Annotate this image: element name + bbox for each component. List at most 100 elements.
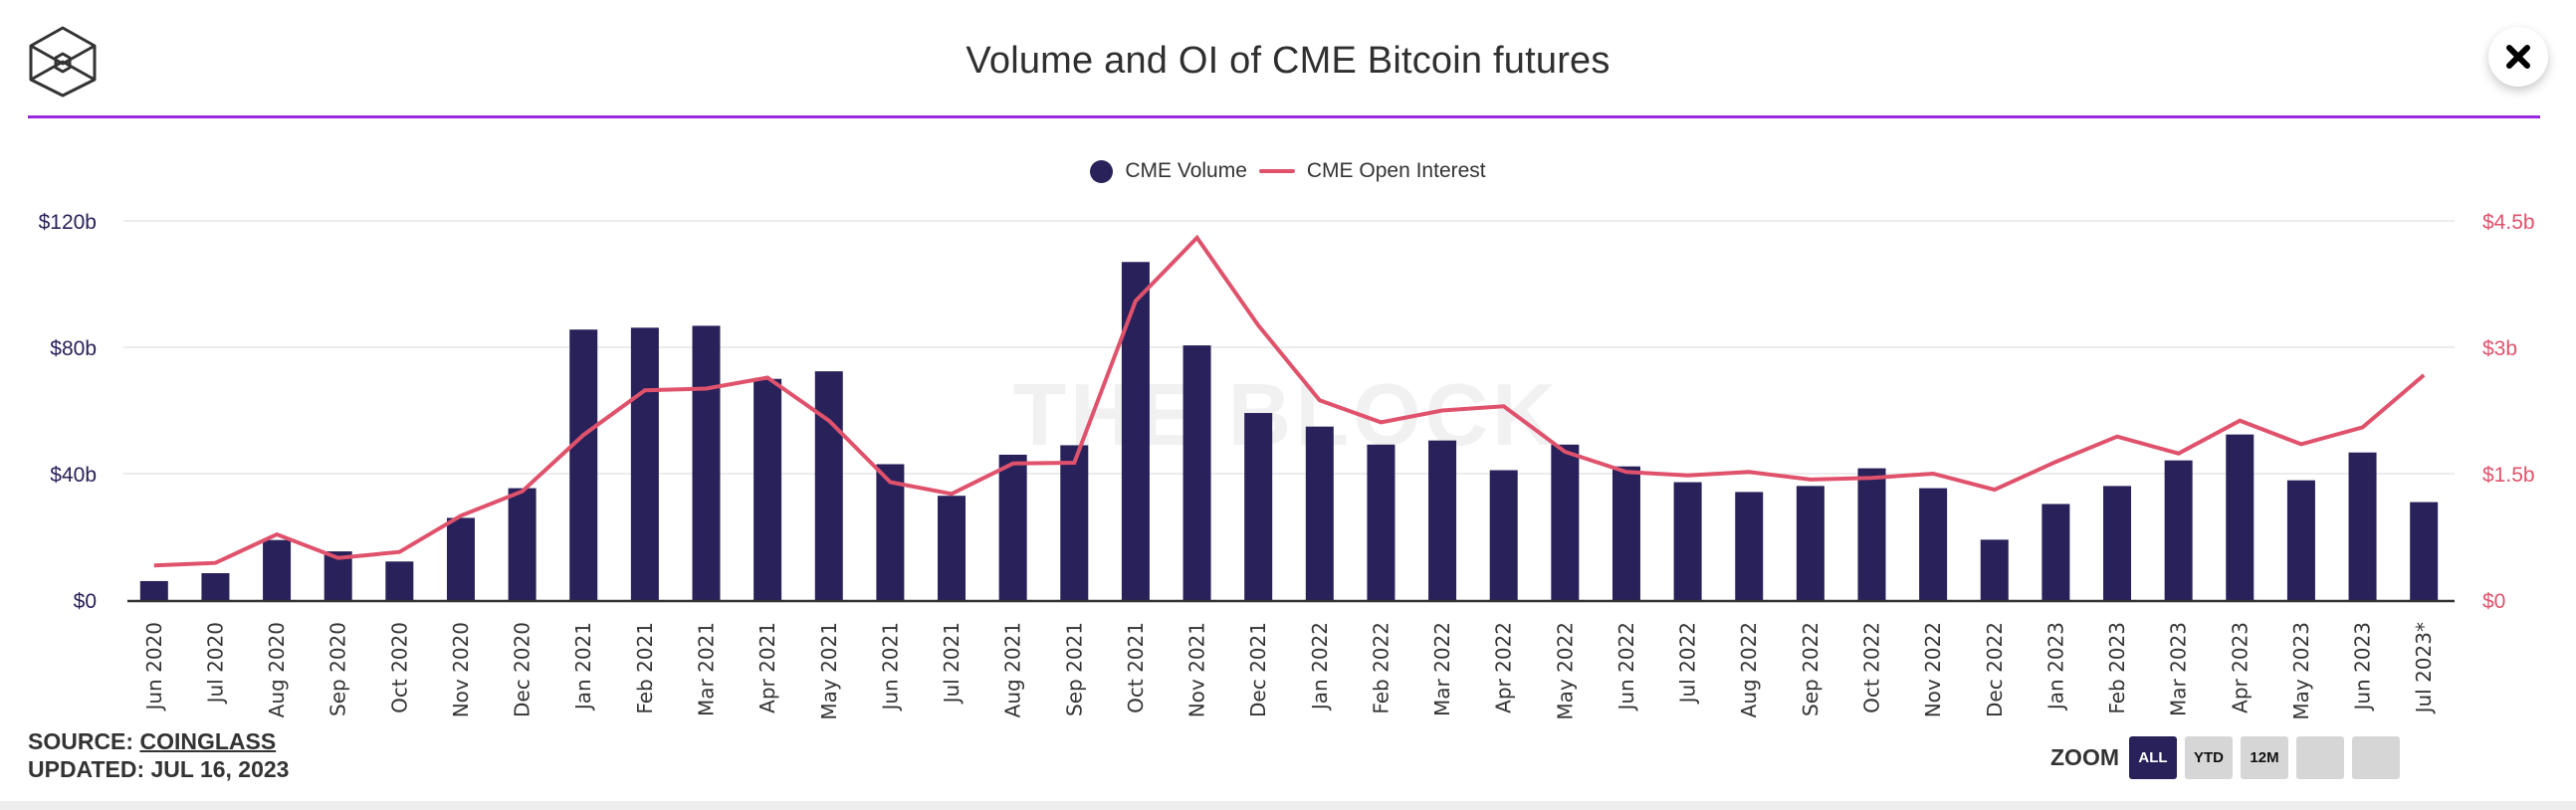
open-interest-point[interactable] xyxy=(1255,322,1261,328)
volume-bar[interactable] xyxy=(1428,440,1457,600)
right-axis-tick-label: $4.5b xyxy=(2482,211,2535,234)
volume-bar[interactable] xyxy=(2103,486,2132,600)
open-interest-point[interactable] xyxy=(274,531,280,537)
volume-bar[interactable] xyxy=(385,561,414,600)
volume-bar[interactable] xyxy=(508,488,537,600)
x-axis-tick-label: Sep 2021 xyxy=(1062,622,1086,716)
open-interest-point[interactable] xyxy=(949,491,955,497)
open-interest-point[interactable] xyxy=(1010,461,1016,467)
volume-bar[interactable] xyxy=(630,327,659,600)
open-interest-point[interactable] xyxy=(1133,298,1139,304)
zoom-ytd-button[interactable]: YTD xyxy=(2185,736,2233,779)
open-interest-point[interactable] xyxy=(212,560,218,566)
legend-item-cme-open-interest[interactable]: CME Open Interest xyxy=(1258,159,1486,183)
right-axis-tick-label: $0 xyxy=(2482,590,2505,613)
header-divider xyxy=(28,115,2540,118)
volume-bar[interactable] xyxy=(1919,488,1948,600)
volume-bar[interactable] xyxy=(2041,504,2070,600)
volume-bar[interactable] xyxy=(1611,466,1640,600)
x-axis-tick-label: Jun 2023 xyxy=(2351,622,2375,712)
open-interest-point[interactable] xyxy=(1317,397,1323,403)
volume-bar[interactable] xyxy=(1673,482,1702,600)
volume-bar[interactable] xyxy=(2226,434,2254,600)
volume-bar[interactable] xyxy=(1980,539,2009,600)
source-prefix: SOURCE: xyxy=(28,728,140,754)
open-interest-point[interactable] xyxy=(887,479,893,485)
open-interest-point[interactable] xyxy=(580,432,586,438)
open-interest-point[interactable] xyxy=(396,549,402,555)
open-interest-point[interactable] xyxy=(764,374,770,380)
open-interest-point[interactable] xyxy=(2360,424,2366,430)
volume-bar[interactable] xyxy=(998,454,1027,600)
open-interest-point[interactable] xyxy=(1685,473,1691,479)
volume-bar[interactable] xyxy=(1244,413,1273,600)
x-axis-tick-label: Apr 2022 xyxy=(1492,622,1516,713)
open-interest-point[interactable] xyxy=(1501,403,1507,409)
open-interest-point[interactable] xyxy=(1869,475,1875,481)
volume-bar[interactable] xyxy=(1182,345,1211,600)
volume-bar[interactable] xyxy=(938,496,966,600)
gridlines xyxy=(123,220,2455,475)
open-interest-point[interactable] xyxy=(2114,434,2120,440)
volume-bar[interactable] xyxy=(2164,460,2193,600)
volume-bar[interactable] xyxy=(446,517,475,600)
right-axis-tick-label: $3b xyxy=(2482,337,2517,360)
volume-bar[interactable] xyxy=(1305,426,1334,600)
open-interest-point[interactable] xyxy=(151,562,157,568)
open-interest-point[interactable] xyxy=(642,387,648,393)
open-interest-point[interactable] xyxy=(1808,477,1814,483)
legend-item-cme-volume[interactable]: CME Volume xyxy=(1090,159,1247,183)
open-interest-point[interactable] xyxy=(1746,469,1752,475)
open-interest-point[interactable] xyxy=(1623,469,1629,475)
open-interest-point[interactable] xyxy=(2421,372,2427,378)
open-interest-point[interactable] xyxy=(2052,459,2058,465)
x-axis-tick-label: Aug 2022 xyxy=(1737,622,1761,717)
close-button[interactable] xyxy=(2488,27,2548,87)
open-interest-point[interactable] xyxy=(1378,419,1384,425)
source-link[interactable]: COINGLASS xyxy=(139,728,277,754)
volume-bar[interactable] xyxy=(1121,262,1150,600)
volume-bar[interactable] xyxy=(1367,444,1395,600)
zoom-blank-button[interactable] xyxy=(2296,736,2344,779)
open-interest-point[interactable] xyxy=(520,489,526,495)
open-interest-point[interactable] xyxy=(1562,449,1568,455)
zoom-blank-button[interactable] xyxy=(2352,736,2400,779)
volume-bar[interactable] xyxy=(1857,468,1886,600)
volume-bar[interactable] xyxy=(2286,480,2315,600)
volume-bar[interactable] xyxy=(692,325,721,600)
open-interest-point[interactable] xyxy=(1439,408,1445,414)
open-interest-point[interactable] xyxy=(335,555,341,561)
volume-bar[interactable] xyxy=(876,464,905,600)
x-axis-tick-label: Apr 2021 xyxy=(755,622,779,713)
open-interest-point[interactable] xyxy=(2298,441,2304,447)
x-axis-tick-label: Aug 2021 xyxy=(1001,622,1025,717)
open-interest-point[interactable] xyxy=(1194,235,1200,241)
open-interest-point[interactable] xyxy=(1071,460,1077,466)
volume-bar[interactable] xyxy=(1551,444,1580,600)
volume-bar[interactable] xyxy=(2348,452,2377,600)
right-axis: $0 $1.5b $3b $4.5b xyxy=(2482,211,2535,613)
volume-bar[interactable] xyxy=(569,329,598,600)
volume-bar[interactable] xyxy=(1489,470,1518,600)
volume-bar[interactable] xyxy=(753,378,782,600)
volume-bar[interactable] xyxy=(263,539,292,600)
volume-bar[interactable] xyxy=(201,573,230,600)
zoom-all-button[interactable]: ALL xyxy=(2129,736,2177,779)
open-interest-point[interactable] xyxy=(2176,451,2182,457)
zoom-12m-button[interactable]: 12M xyxy=(2241,736,2288,779)
volume-bar[interactable] xyxy=(1060,445,1089,600)
open-interest-point[interactable] xyxy=(826,418,832,424)
open-interest-point[interactable] xyxy=(1992,487,1998,493)
volume-bar[interactable] xyxy=(139,580,168,600)
x-axis-tick-label: Dec 2021 xyxy=(1246,622,1270,717)
open-interest-point[interactable] xyxy=(458,512,464,518)
x-axis-tick-label: May 2021 xyxy=(817,622,841,720)
volume-bar[interactable] xyxy=(2410,502,2439,600)
open-interest-point[interactable] xyxy=(2237,418,2243,424)
volume-bar[interactable] xyxy=(814,371,843,600)
open-interest-point[interactable] xyxy=(1930,471,1936,477)
volume-bar[interactable] xyxy=(1735,492,1764,600)
open-interest-point[interactable] xyxy=(704,385,710,391)
volume-bar[interactable] xyxy=(1796,486,1825,600)
